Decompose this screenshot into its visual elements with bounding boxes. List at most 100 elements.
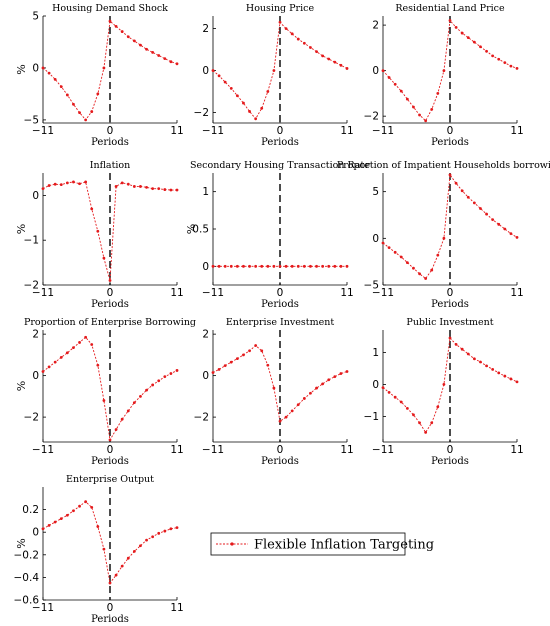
x-tick-label: 0 [277, 287, 284, 299]
data-point [442, 236, 446, 240]
data-point [102, 547, 106, 551]
y-tick-label: −0.6 [14, 595, 40, 607]
data-point [126, 556, 130, 560]
data-point [120, 564, 124, 568]
data-point [399, 255, 403, 259]
y-tick-label: 0 [32, 527, 39, 539]
data-point [430, 107, 434, 111]
panel-title: Enterprise Output [66, 474, 154, 485]
data-point [497, 222, 501, 226]
data-point [405, 261, 409, 264]
data-point [454, 181, 458, 185]
data-point [485, 364, 488, 368]
data-point [126, 182, 130, 186]
x-tick-label: −11 [202, 287, 224, 299]
data-point [132, 401, 136, 404]
data-point [78, 111, 81, 115]
data-point [254, 344, 258, 347]
y-axis-label: % [185, 224, 198, 234]
y-tick-label: −2 [194, 412, 209, 424]
panel-title: Proportion of Enterprise Borrowing [24, 317, 196, 328]
data-point [381, 69, 385, 73]
data-point [503, 374, 507, 378]
data-point [272, 264, 276, 268]
data-point [412, 105, 415, 109]
y-tick-label: −0.2 [14, 549, 40, 561]
data-point [315, 264, 318, 268]
data-point [393, 250, 397, 254]
data-point [145, 388, 148, 392]
data-point [65, 351, 69, 355]
data-point [503, 61, 507, 65]
data-point [47, 365, 51, 369]
x-axis-label: Periods [91, 299, 129, 310]
data-point [272, 69, 276, 72]
x-axis-label: Periods [431, 137, 469, 148]
x-tick-label: 11 [340, 444, 353, 456]
x-tick-label: 11 [170, 602, 183, 614]
y-tick-label: 2 [32, 329, 39, 341]
data-point [157, 379, 161, 383]
data-point [169, 60, 173, 64]
data-point [53, 77, 57, 81]
panel-9: Public Investment −1 0 1 −11 0 11 Periods [364, 317, 524, 467]
series-line [42, 20, 178, 121]
panel-title: Housing Demand Shock [52, 3, 168, 14]
data-point [120, 181, 124, 185]
data-point [345, 264, 349, 268]
data-point [472, 40, 476, 44]
x-axis-label: Periods [431, 299, 469, 310]
panel-6: Proportion of Impatient Households borro… [337, 160, 550, 310]
data-point [321, 382, 325, 386]
legend: Flexible Inflation Targeting [210, 532, 434, 556]
data-point [84, 500, 88, 504]
y-tick-label: 2 [202, 23, 209, 35]
data-point [242, 101, 245, 105]
data-point [466, 352, 470, 356]
y-tick-label: 2 [202, 329, 209, 341]
data-point [217, 264, 221, 268]
data-point [381, 386, 385, 389]
data-point [424, 431, 428, 434]
data-point [430, 421, 434, 425]
y-tick-label: −2 [194, 107, 209, 119]
data-point [248, 110, 251, 113]
data-point [96, 363, 100, 367]
data-point [223, 264, 227, 268]
data-point [491, 218, 495, 222]
data-point [393, 395, 397, 399]
panel-3: Residential Land Price −2 0 2 −11 0 11 Periods [364, 3, 524, 148]
data-point [339, 63, 343, 67]
y-tick-label: 0 [32, 370, 39, 382]
x-axis-label: Periods [261, 456, 299, 467]
y-tick-label: 0.5 [192, 224, 209, 236]
y-tick-label: −0.4 [14, 572, 40, 584]
data-point [72, 509, 75, 513]
y-tick-label: −2 [364, 111, 379, 123]
x-tick-label: 11 [340, 287, 353, 299]
data-point [454, 343, 458, 346]
data-point [387, 76, 391, 79]
x-tick-label: 11 [510, 287, 523, 299]
x-tick-label: 0 [277, 125, 284, 137]
data-point [151, 187, 155, 191]
data-point [132, 39, 136, 43]
series-line [382, 337, 518, 434]
data-point [479, 207, 482, 210]
panel-7: Proportion of Enterprise Borrowing −2 0 2 −1… [15, 317, 196, 467]
data-point [90, 207, 94, 211]
data-point [509, 232, 513, 236]
data-point [229, 86, 233, 90]
data-point [448, 19, 452, 22]
data-point [175, 62, 179, 66]
data-point [278, 419, 282, 423]
data-point [59, 85, 63, 89]
x-tick-label: −11 [202, 125, 224, 137]
x-tick-label: 0 [107, 602, 114, 614]
data-point [418, 113, 421, 117]
y-tick-label: −1 [364, 411, 379, 423]
data-point [466, 36, 470, 40]
x-tick-label: −11 [202, 444, 224, 456]
data-point [108, 19, 112, 23]
x-tick-label: −11 [372, 125, 394, 137]
